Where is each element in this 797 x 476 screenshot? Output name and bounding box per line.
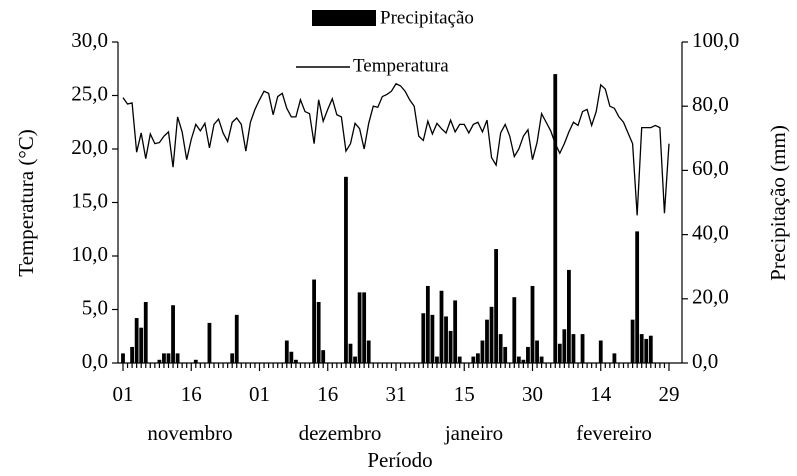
month-label: fevereiro: [576, 421, 652, 445]
y2-tick-label: 60,0: [692, 156, 729, 180]
precipitation-bar: [471, 356, 476, 363]
precipitation-bar: [457, 356, 462, 363]
precipitation-bar: [171, 305, 175, 363]
precipitation-bar: [535, 340, 539, 363]
precipitation-bar: [435, 356, 439, 363]
precipitation-bar: [207, 322, 212, 363]
y-tick-label: 15,0: [71, 188, 108, 212]
precipitation-bar: [366, 340, 371, 363]
precipitation-bar: [562, 329, 567, 363]
precipitation-bar: [362, 292, 367, 363]
precipitation-bar: [648, 335, 653, 363]
y2-tick-label: 0,0: [692, 349, 718, 373]
precipitation-bar: [639, 334, 644, 363]
precipitation-bar: [612, 353, 617, 363]
precipitation-bar: [448, 330, 453, 363]
x-tick-label: 15: [454, 382, 475, 406]
precipitation-bar: [453, 300, 458, 363]
precipitation-bar: [476, 353, 480, 363]
precipitation-bar: [230, 353, 235, 363]
precipitation-bar: [162, 353, 166, 363]
x-tick-label: 16: [317, 382, 338, 406]
precipitation-bar: [321, 350, 326, 363]
x-tick-label: 30: [522, 382, 543, 406]
x-tick-label: 14: [590, 382, 612, 406]
precipitation-bar: [494, 249, 498, 363]
precipitation-bar: [353, 356, 357, 363]
precipitation-bar: [489, 306, 494, 363]
precipitation-bar: [344, 176, 348, 363]
precipitation-bar: [526, 346, 530, 363]
precipitation-bar: [175, 353, 180, 363]
precipitation-bar: [516, 356, 521, 363]
precipitation-bar: [580, 334, 585, 363]
precipitation-bar: [503, 346, 508, 363]
y-tick-label: 0,0: [82, 349, 108, 373]
precipitation-bar: [444, 316, 448, 363]
precipitation-bar: [530, 285, 535, 363]
y-tick-label: 25,0: [71, 81, 108, 105]
y2-tick-label: 40,0: [692, 220, 729, 244]
y2-tick-label: 80,0: [692, 92, 729, 116]
x-tick-label: 01: [113, 382, 134, 406]
precipitation-bar: [284, 340, 289, 363]
precipitation-bar: [421, 313, 426, 363]
precipitation-bar: [485, 319, 489, 363]
precipitation-bar: [193, 359, 198, 363]
y2-axis-title: Precipitação (mm): [766, 125, 790, 281]
precipitation-bar: [598, 340, 603, 363]
precipitation-bar: [312, 279, 316, 363]
precipitation-bar: [357, 292, 362, 363]
y-axis-title: Temperatura (°C): [14, 129, 38, 276]
precipitation-bar: [425, 285, 430, 363]
precipitation-bar: [289, 351, 294, 363]
precipitation-bar: [316, 302, 321, 363]
precipitation-bar: [498, 334, 503, 363]
precipitation-bar: [234, 314, 239, 363]
precipitation-bar: [157, 359, 162, 363]
precipitation-bar: [480, 340, 485, 363]
y-tick-label: 5,0: [82, 295, 108, 319]
precipitation-bar: [143, 302, 148, 363]
precipitation-bar: [130, 346, 134, 363]
y-tick-label: 20,0: [71, 135, 108, 159]
precipitation-bar: [571, 334, 576, 363]
y-tick-label: 10,0: [71, 242, 108, 266]
precipitation-bar: [134, 318, 139, 363]
precipitation-bar: [635, 231, 640, 363]
month-label: dezembro: [299, 421, 382, 445]
x-tick-label: 01: [249, 382, 270, 406]
temperature-line: [122, 82, 670, 216]
x-axis-title: Período: [367, 448, 432, 472]
precipitation-bar: [644, 338, 649, 363]
precipitation-bar: [553, 74, 558, 363]
month-label: novembro: [147, 421, 232, 445]
month-label: janeiro: [444, 421, 503, 445]
x-tick-label: 31: [386, 382, 407, 406]
precipitation-bar: [539, 356, 544, 363]
precipitation-bar: [348, 343, 353, 363]
y2-tick-label: 100,0: [692, 28, 739, 52]
precipitation-bar: [430, 314, 435, 363]
precipitation-bar: [512, 297, 517, 363]
precipitation-bar: [567, 269, 571, 363]
precipitation-bar: [521, 359, 526, 363]
legend-label: Precipitação: [380, 7, 474, 28]
precipitation-bar: [139, 327, 144, 363]
precipitation-bar: [294, 359, 298, 363]
precipitation-bar: [439, 290, 444, 363]
precipitation-bar: [557, 343, 562, 363]
y-tick-label: 30,0: [71, 28, 108, 52]
precipitation-bar: [630, 319, 635, 363]
precipitation-bar: [121, 353, 125, 363]
x-tick-label: 29: [659, 382, 680, 406]
y2-tick-label: 20,0: [692, 285, 729, 309]
precipitation-bar: [166, 353, 171, 363]
legend-label: Temperatura: [353, 55, 449, 76]
legend-swatch: [312, 10, 376, 26]
x-tick-label: 16: [181, 382, 202, 406]
